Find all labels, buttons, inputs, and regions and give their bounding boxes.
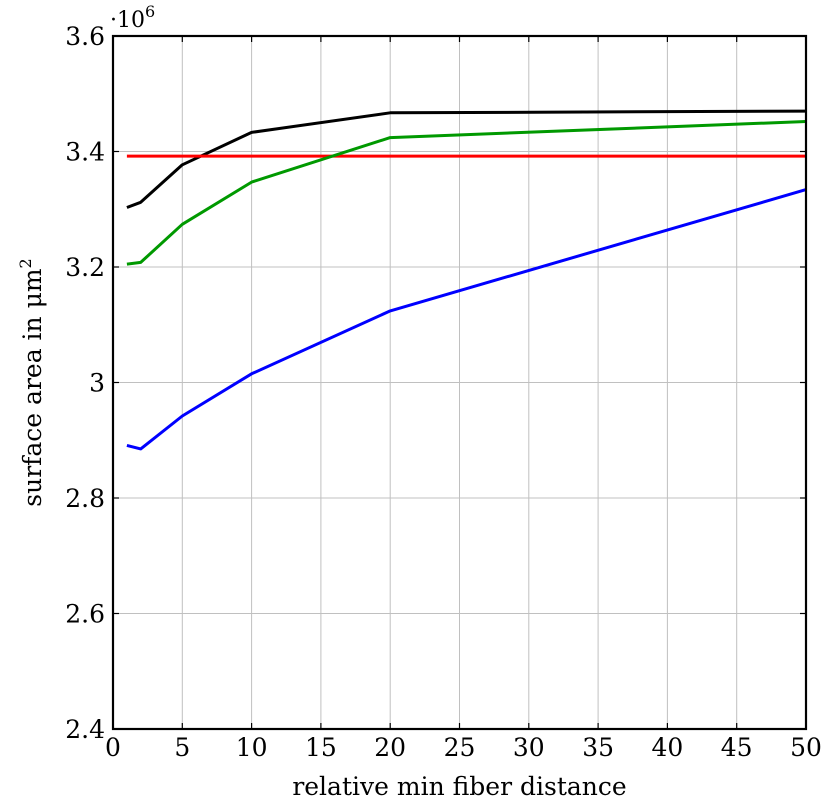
tick-marks <box>112 35 807 730</box>
y-axis-multiplier: ·106 <box>110 2 155 33</box>
y-tick-label: 2.8 <box>65 484 105 513</box>
y-tick-label: 2.6 <box>65 600 105 629</box>
y-tick-label: 3.2 <box>65 253 105 282</box>
x-tick-label: 40 <box>651 733 683 762</box>
y-axis-label: surface area in μm2 <box>16 258 47 506</box>
x-tick-label: 20 <box>374 733 406 762</box>
x-tick-label: 5 <box>174 733 190 762</box>
x-tick-label: 10 <box>236 733 268 762</box>
x-tick-label: 35 <box>582 733 614 762</box>
x-tick-label: 25 <box>444 733 476 762</box>
x-tick-label: 50 <box>790 733 822 762</box>
series-line-4 <box>126 188 807 451</box>
series-line-1 <box>126 109 807 209</box>
x-tick-labels: 0 5 10 15 20 25 30 35 40 45 50 <box>105 733 822 762</box>
series-lines <box>126 109 807 451</box>
y-tick-label: 3.4 <box>65 138 105 167</box>
x-tick-label: 30 <box>513 733 545 762</box>
y-tick-label: 2.4 <box>65 715 105 744</box>
grid-lines <box>113 36 806 729</box>
y-tick-labels: 2.4 2.6 2.8 3 3.2 3.4 3.6 <box>65 22 105 744</box>
x-tick-label: 0 <box>105 733 121 762</box>
y-tick-label: 3.6 <box>65 22 105 51</box>
x-tick-label: 15 <box>305 733 337 762</box>
x-axis-label: relative min fiber distance <box>292 772 626 801</box>
series-line-3 <box>126 120 807 266</box>
x-tick-label: 45 <box>721 733 753 762</box>
y-tick-label: 3 <box>89 369 105 398</box>
